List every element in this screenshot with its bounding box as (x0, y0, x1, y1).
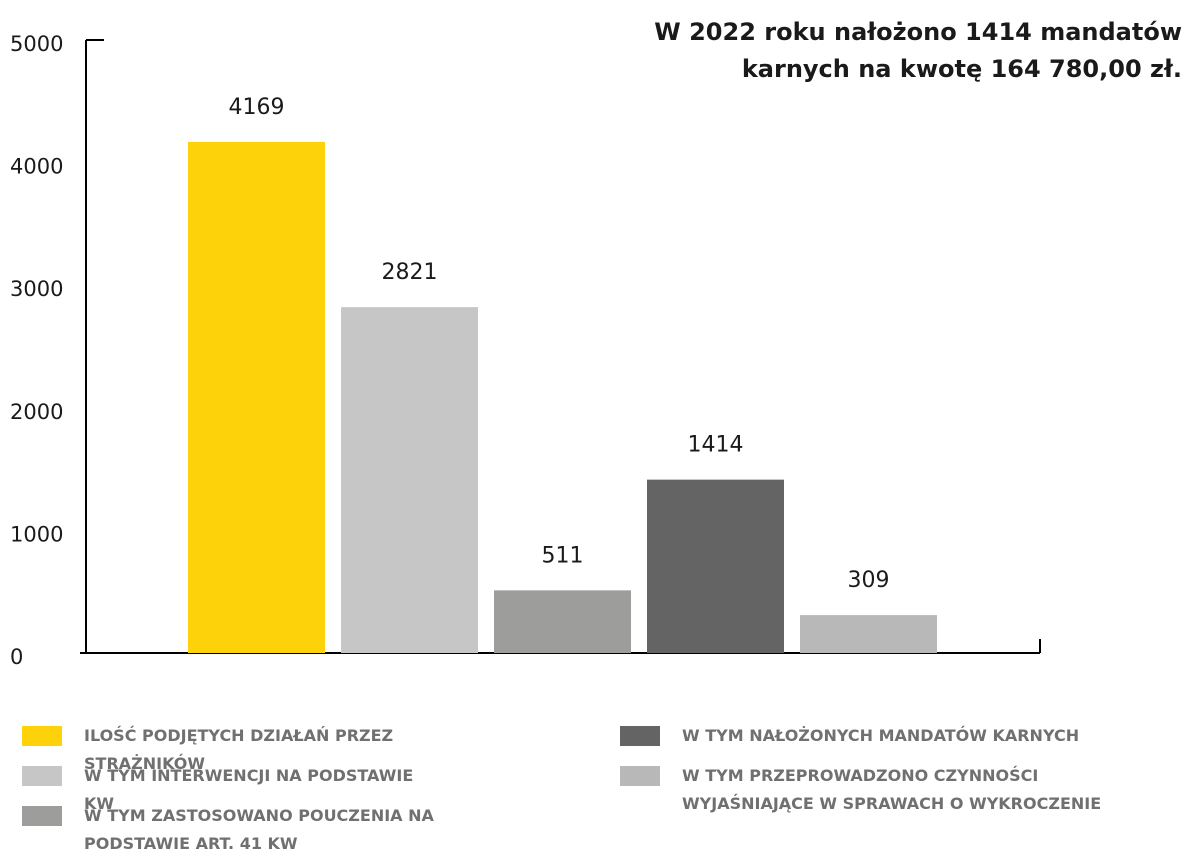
y-tick-label: 2000 (10, 400, 63, 424)
legend-swatch (22, 726, 62, 746)
chart-title: W 2022 roku nałożono 1414 mandatów karny… (654, 18, 1182, 83)
legend-label: W TYM ZASTOSOWANO POUCZENIA NA PODSTAWIE… (84, 806, 434, 853)
data-label: 4169 (229, 95, 285, 120)
legend-swatch (620, 766, 660, 786)
data-label: 1414 (688, 433, 744, 458)
legend-label: W TYM INTERWENCJI NA PODSTAWIE KW (84, 766, 414, 813)
bar (188, 141, 325, 653)
bar (800, 615, 937, 653)
y-tick-label: 4000 (10, 155, 63, 179)
legend-label: ILOŚĆ PODJĘTYCH DZIAŁAŃ PRZEZ STRAŻNIKÓW (84, 726, 394, 773)
legend-swatch (620, 726, 660, 746)
y-tick-label: 1000 (10, 522, 63, 546)
y-tick-label: 5000 (10, 32, 63, 56)
bar (341, 307, 478, 653)
data-label: 2821 (382, 260, 438, 285)
legend-item: W TYM NAŁOŻONYCH MANDATÓW KARNYCH (620, 722, 1160, 750)
bar (494, 590, 631, 653)
y-tick-label: 0 (10, 645, 23, 669)
legend-swatch (22, 806, 62, 826)
legend-label: W TYM NAŁOŻONYCH MANDATÓW KARNYCH (682, 726, 1080, 745)
legend-item: W TYM ZASTOSOWANO POUCZENIA NA PODSTAWIE… (22, 802, 442, 858)
legend-swatch (22, 766, 62, 786)
y-tick-label: 3000 (10, 277, 63, 301)
data-label: 511 (542, 543, 584, 568)
legend-item: W TYM PRZEPROWADZONO CZYNNOŚCI WYJAŚNIAJ… (620, 762, 1120, 818)
legend-item: ILOŚĆ PODJĘTYCH DZIAŁAŃ PRZEZ STRAŻNIKÓW (22, 722, 442, 778)
bar (647, 479, 784, 653)
legend-item: W TYM INTERWENCJI NA PODSTAWIE KW (22, 762, 442, 818)
legend-label: W TYM PRZEPROWADZONO CZYNNOŚCI WYJAŚNIAJ… (682, 766, 1102, 813)
data-label: 309 (848, 568, 890, 593)
